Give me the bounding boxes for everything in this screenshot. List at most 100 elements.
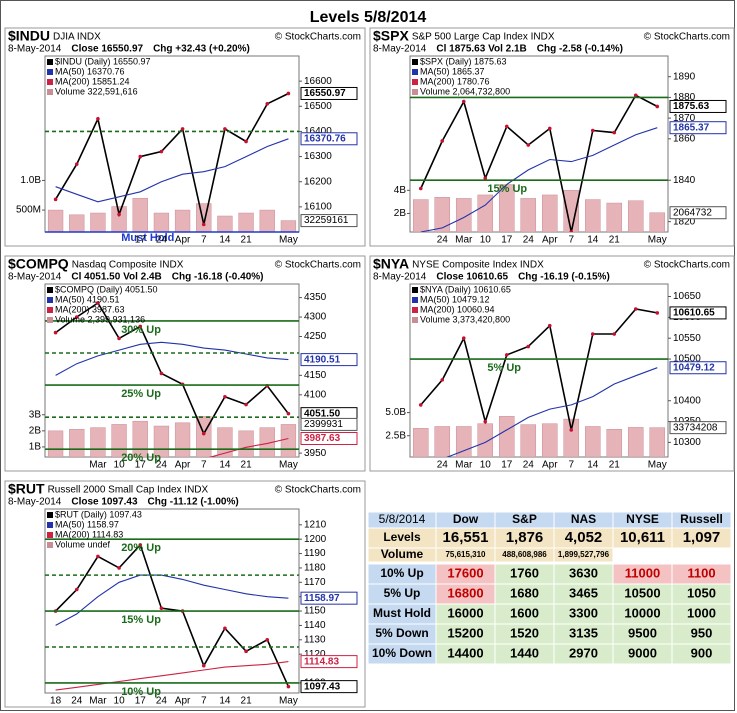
price-point bbox=[590, 128, 595, 133]
volume-bar bbox=[174, 209, 191, 232]
legend-swatch bbox=[47, 532, 53, 538]
table-cell-text: 1440 bbox=[510, 645, 539, 660]
table-cell-text: 4,052 bbox=[565, 529, 603, 546]
chart-title: $INDU bbox=[8, 28, 50, 44]
chart-change: Chg +32.43 (+0.20%) bbox=[153, 44, 250, 55]
page-title: Levels 5/8/2014 bbox=[310, 9, 427, 26]
price-point bbox=[138, 154, 143, 159]
volume-bar bbox=[217, 215, 233, 232]
y2-tick-label: 2.5B bbox=[385, 430, 406, 441]
price-point bbox=[96, 117, 100, 121]
price-point bbox=[159, 149, 164, 154]
chart-date: 8-May-2014 bbox=[373, 44, 427, 55]
table-cell-text: 9500 bbox=[628, 625, 657, 640]
table-cell-text: 1760 bbox=[510, 565, 539, 580]
x-tick-label: Mar bbox=[455, 460, 473, 471]
volume-bar bbox=[477, 423, 494, 457]
table-cell-text: Levels bbox=[383, 530, 421, 544]
chart-close: Close 10610.65 bbox=[436, 272, 508, 283]
legend-swatch bbox=[47, 79, 53, 85]
table-cell-text: 10000 bbox=[624, 605, 660, 620]
table-cell-text: 3630 bbox=[569, 565, 598, 580]
volume-box bbox=[669, 421, 727, 435]
level-label: 15% Up bbox=[487, 183, 527, 195]
legend-label: $SPX (Daily) 1875.63 bbox=[420, 56, 507, 66]
chart-change: Chg -11.12 (-1.00%) bbox=[148, 497, 239, 508]
legend-swatch bbox=[47, 89, 53, 95]
y-tick-label: 1190 bbox=[304, 548, 326, 559]
value-box-label: 4051.50 bbox=[304, 408, 341, 419]
y-tick-label: 1200 bbox=[304, 534, 327, 545]
table-cell-text: 1,876 bbox=[506, 529, 544, 546]
x-tick-label: 7 bbox=[201, 235, 207, 246]
y2-tick-label: 2B bbox=[394, 208, 407, 219]
price-point bbox=[461, 336, 466, 340]
x-tick-label: 24 bbox=[437, 235, 449, 246]
price-point bbox=[547, 323, 552, 328]
table-cell-text: 5% Down bbox=[375, 626, 428, 640]
volume-bar bbox=[90, 212, 106, 232]
table-cell-text: 3465 bbox=[569, 585, 598, 600]
volume-bar bbox=[412, 199, 429, 232]
price-line bbox=[420, 94, 658, 232]
x-tick-label: 21 bbox=[609, 460, 621, 471]
volume-bar bbox=[132, 197, 148, 232]
price-point bbox=[244, 139, 248, 144]
table-cell-text: 1000 bbox=[687, 605, 716, 620]
y-tick-label: 10500 bbox=[673, 354, 701, 365]
volume-bar bbox=[584, 426, 601, 457]
chart-subtitle: Nasdaq Composite INDX bbox=[72, 260, 184, 271]
x-tick-label: 14 bbox=[219, 235, 231, 246]
price-point bbox=[117, 336, 121, 341]
watermark: © StockCharts.com bbox=[644, 32, 730, 43]
x-tick-label: 17 bbox=[135, 460, 147, 471]
legend-label: MA(50) 10479.12 bbox=[420, 294, 490, 304]
level-label: Must Hold bbox=[121, 232, 174, 244]
value-box-label: 16550.97 bbox=[304, 88, 346, 99]
watermark: © StockCharts.com bbox=[275, 485, 361, 496]
x-tick-label: Mar bbox=[89, 696, 107, 707]
plot bbox=[412, 93, 666, 232]
moving-average bbox=[55, 661, 289, 691]
x-tick-label: 21 bbox=[241, 696, 253, 707]
moving-average bbox=[208, 437, 289, 457]
price-point bbox=[74, 162, 79, 166]
x-tick-label: 14 bbox=[587, 460, 599, 471]
volume-box bbox=[669, 206, 727, 220]
plot-area bbox=[409, 55, 669, 233]
chart-subtitle: DJIA INDX bbox=[53, 32, 101, 43]
x-tick-label: 17 bbox=[501, 235, 513, 246]
volume-bar bbox=[563, 418, 580, 457]
chart-close: Cl 1875.63 Vol 2.1B bbox=[436, 44, 526, 55]
table-header: NYSE bbox=[626, 512, 659, 526]
price-point bbox=[74, 587, 79, 592]
price-point bbox=[526, 344, 531, 349]
table-cell-text: 16,551 bbox=[443, 529, 489, 546]
y-tick-label: 1170 bbox=[304, 577, 326, 588]
plot-area bbox=[409, 283, 669, 458]
value-box-label: 16370.76 bbox=[304, 133, 346, 144]
chart-subtitle: Russell 2000 Small Cap Index INDX bbox=[48, 485, 209, 496]
y-tick-label: 3950 bbox=[304, 448, 327, 459]
moving-average bbox=[446, 367, 658, 457]
price-point bbox=[138, 324, 143, 329]
table-cell-text: 1050 bbox=[687, 585, 716, 600]
legend-swatch bbox=[47, 287, 53, 293]
legend-label: $NYA (Daily) 10610.65 bbox=[420, 284, 511, 294]
volume-bar bbox=[520, 198, 537, 232]
watermark: © StockCharts.com bbox=[275, 260, 361, 271]
y-tick-label: 10400 bbox=[673, 395, 701, 406]
y2-tick-label: 1B bbox=[29, 442, 42, 453]
price-point bbox=[138, 543, 143, 547]
volume-bar bbox=[520, 424, 537, 457]
price-point bbox=[504, 124, 509, 129]
price-point bbox=[504, 353, 509, 357]
volume-bar bbox=[280, 424, 297, 457]
x-tick-label: 7 bbox=[201, 460, 207, 471]
legend-label: MA(200) 3987.63 bbox=[55, 304, 125, 314]
price-point bbox=[286, 411, 291, 416]
legend-label: Volume undef bbox=[55, 539, 111, 549]
price-point bbox=[612, 130, 617, 135]
y-tick-label: 16600 bbox=[304, 76, 332, 87]
legend-swatch bbox=[412, 307, 418, 313]
